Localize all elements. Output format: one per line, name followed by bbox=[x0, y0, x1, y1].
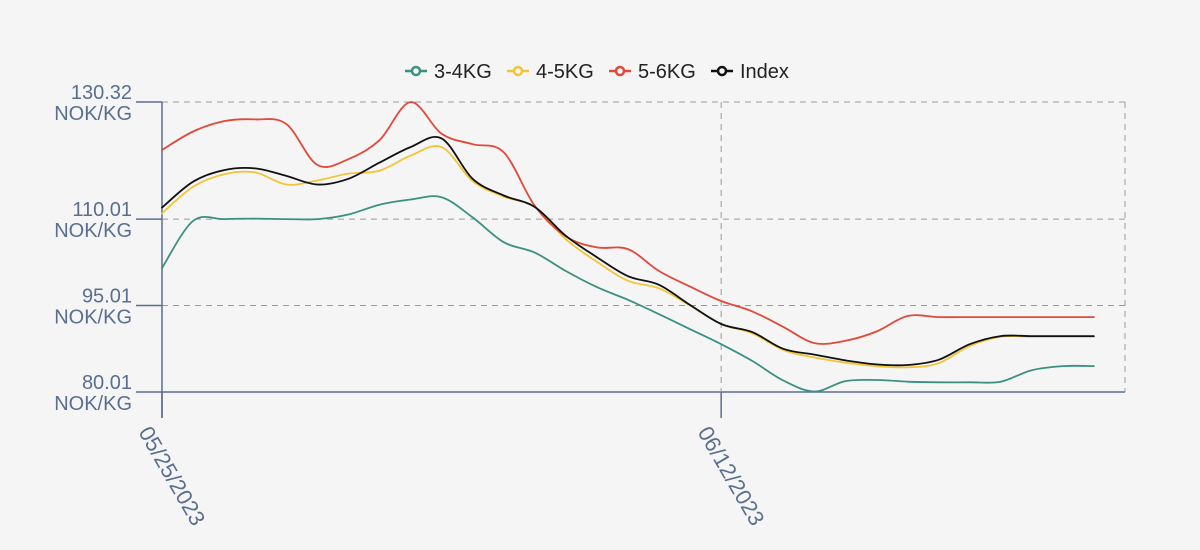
legend[interactable]: 3-4KG 4-5KG 5-6KG Index bbox=[405, 61, 789, 83]
legend-marker-icon bbox=[410, 65, 422, 77]
series-line-index bbox=[161, 136, 1095, 367]
series-line-3-4kg bbox=[161, 195, 1095, 393]
y-tick-value: 130.32 bbox=[71, 82, 132, 104]
legend-item-4-5kg[interactable]: 4-5KG bbox=[507, 61, 594, 83]
legend-item-5-6kg[interactable]: 5-6KG bbox=[609, 61, 696, 83]
legend-label: 4-5KG bbox=[536, 61, 594, 83]
y-tick-label: 110.01 NOK/KG bbox=[54, 199, 132, 242]
y-tick-label: 130.32 NOK/KG bbox=[54, 82, 132, 125]
y-tick-unit: NOK/KG bbox=[54, 103, 132, 125]
y-tick-value: 80.01 bbox=[82, 372, 132, 394]
y-tick-unit: NOK/KG bbox=[54, 220, 132, 242]
legend-label: Index bbox=[740, 61, 789, 83]
legend-item-index[interactable]: Index bbox=[711, 61, 789, 83]
x-axis-ticks: 05/25/2023 06/12/2023 bbox=[134, 422, 770, 530]
y-tick-label: 80.01 NOK/KG bbox=[54, 372, 132, 415]
legend-label: 3-4KG bbox=[434, 61, 492, 83]
series-line-4-5kg bbox=[161, 145, 1095, 369]
axes bbox=[136, 101, 722, 418]
legend-item-3-4kg[interactable]: 3-4KG bbox=[405, 61, 492, 83]
y-tick-unit: NOK/KG bbox=[54, 393, 132, 415]
y-tick-value: 95.01 bbox=[82, 286, 132, 308]
series-line-5-6kg bbox=[161, 101, 1095, 345]
legend-marker-icon bbox=[614, 65, 626, 77]
y-tick-value: 110.01 bbox=[72, 199, 132, 221]
legend-label: 5-6KG bbox=[638, 61, 696, 83]
x-tick-label: 05/25/2023 bbox=[134, 422, 211, 530]
series-lines bbox=[161, 101, 1095, 393]
y-tick-label: 95.01 NOK/KG bbox=[54, 286, 132, 329]
legend-marker-icon bbox=[512, 65, 524, 77]
grid bbox=[162, 101, 1126, 393]
legend-marker-icon bbox=[716, 65, 728, 77]
x-tick-label: 06/12/2023 bbox=[693, 422, 770, 530]
y-tick-unit: NOK/KG bbox=[54, 307, 132, 329]
